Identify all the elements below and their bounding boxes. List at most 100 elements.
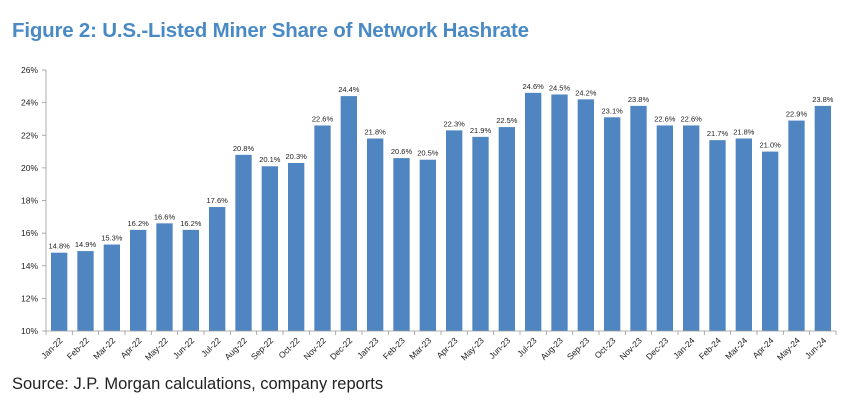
bar (235, 154, 252, 331)
bar (577, 99, 594, 331)
y-tick-label: 26% (21, 65, 38, 75)
bar (261, 166, 278, 331)
x-tick-label: Dec-23 (644, 335, 671, 362)
x-tick-label: Feb-24 (697, 335, 723, 361)
bar (788, 120, 805, 331)
bar (130, 229, 147, 331)
data-label: 21.8% (365, 128, 387, 137)
data-label: 22.6% (312, 114, 334, 123)
x-tick-label: Nov-22 (301, 335, 328, 362)
bar (709, 140, 726, 331)
x-tick-label: Mar-24 (723, 335, 749, 361)
bar (656, 125, 673, 332)
bar (288, 162, 305, 331)
data-label: 16.2% (128, 219, 150, 228)
x-tick-label: Jan-23 (355, 335, 381, 361)
bar (762, 151, 779, 331)
x-tick-label: Apr-23 (434, 335, 459, 360)
figure-title: Figure 2: U.S.-Listed Miner Share of Net… (12, 19, 529, 42)
x-tick-label: Sep-22 (249, 335, 276, 362)
data-label: 21.8% (733, 128, 755, 137)
data-label: 16.2% (180, 219, 202, 228)
data-label: 23.8% (628, 95, 650, 104)
x-tick-label: Apr-22 (118, 335, 143, 360)
data-label: 21.9% (470, 126, 492, 135)
data-label: 22.5% (496, 116, 518, 125)
x-tick-label: Jul-22 (199, 335, 223, 359)
x-tick-label: May-22 (143, 335, 170, 362)
data-label: 20.8% (233, 144, 255, 153)
source-note: Source: J.P. Morgan calculations, compan… (12, 375, 384, 393)
y-tick-label: 18% (21, 196, 38, 206)
bar (419, 159, 436, 331)
y-tick-label: 10% (21, 326, 38, 336)
data-label: 17.6% (207, 196, 229, 205)
bar (367, 138, 384, 331)
data-label: 20.3% (286, 152, 308, 161)
y-tick-label: 12% (21, 293, 38, 303)
bar (604, 117, 621, 332)
x-tick-label: Oct-22 (276, 335, 301, 360)
x-tick-label: Nov-23 (617, 335, 644, 362)
x-tick-label: Jun-23 (487, 335, 513, 361)
y-axis: 10% 12% 14% 16% 18% 20% 22% 24% 26% (21, 65, 47, 336)
data-labels: 14.8% 14.9% 15.3% 16.2% 16.6% 16.2% 17.6% 20.8%… (49, 82, 834, 251)
data-label: 22.3% (444, 119, 466, 128)
data-label: 24.4% (338, 85, 360, 94)
data-label: 21.0% (760, 141, 782, 150)
x-tick-label: Dec-22 (328, 335, 355, 362)
data-label: 20.1% (259, 155, 281, 164)
x-tick-label: Jul-23 (515, 335, 539, 359)
bar (630, 105, 647, 331)
bar (51, 252, 68, 331)
bar (472, 136, 489, 331)
x-tick-label: Sep-23 (565, 335, 592, 362)
bar (77, 251, 94, 331)
x-tick-label: Jun-24 (803, 335, 829, 361)
data-label: 16.6% (154, 212, 176, 221)
bar (814, 105, 831, 331)
y-tick-label: 20% (21, 163, 38, 173)
data-label: 22.9% (786, 110, 808, 119)
x-tick-label: Mar-23 (407, 335, 433, 361)
x-axis: Jan-22 Feb-22 Mar-22 Apr-22 May-22 Jun-22 Jul-… (39, 330, 837, 362)
data-label: 22.6% (681, 114, 703, 123)
y-tick-label: 16% (21, 228, 38, 238)
bar (525, 92, 542, 332)
bar (156, 223, 173, 331)
data-label: 23.8% (812, 95, 834, 104)
x-tick-label: Oct-23 (592, 335, 617, 360)
x-tick-label: Aug-23 (538, 335, 565, 362)
data-label: 14.9% (75, 240, 97, 249)
bar (498, 127, 515, 331)
bar (393, 158, 410, 331)
x-tick-label: Jan-22 (39, 335, 65, 361)
data-label: 24.5% (549, 83, 571, 92)
x-tick-label: May-24 (775, 335, 802, 362)
bar (551, 94, 568, 331)
bars (51, 92, 831, 332)
bar (340, 96, 357, 331)
data-label: 22.6% (654, 114, 676, 123)
y-tick-label: 22% (21, 130, 38, 140)
bar (735, 138, 752, 331)
bar (446, 130, 463, 331)
x-tick-label: Feb-23 (381, 335, 407, 361)
x-tick-label: Jun-22 (171, 335, 197, 361)
data-label: 14.8% (49, 242, 71, 251)
data-label: 20.5% (417, 149, 439, 158)
y-tick-label: 14% (21, 261, 38, 271)
data-label: 24.6% (523, 82, 545, 91)
data-label: 21.7% (707, 129, 729, 138)
bar (683, 125, 700, 332)
data-label: 15.3% (101, 234, 123, 243)
bar (103, 244, 120, 331)
x-tick-label: Jan-24 (671, 335, 697, 361)
bar (209, 207, 226, 331)
data-label: 24.2% (575, 88, 597, 97)
x-tick-label: May-23 (459, 335, 486, 362)
x-tick-label: Aug-22 (222, 335, 249, 362)
x-tick-label: Feb-22 (65, 335, 91, 361)
bar (182, 229, 199, 331)
bar (314, 125, 331, 332)
